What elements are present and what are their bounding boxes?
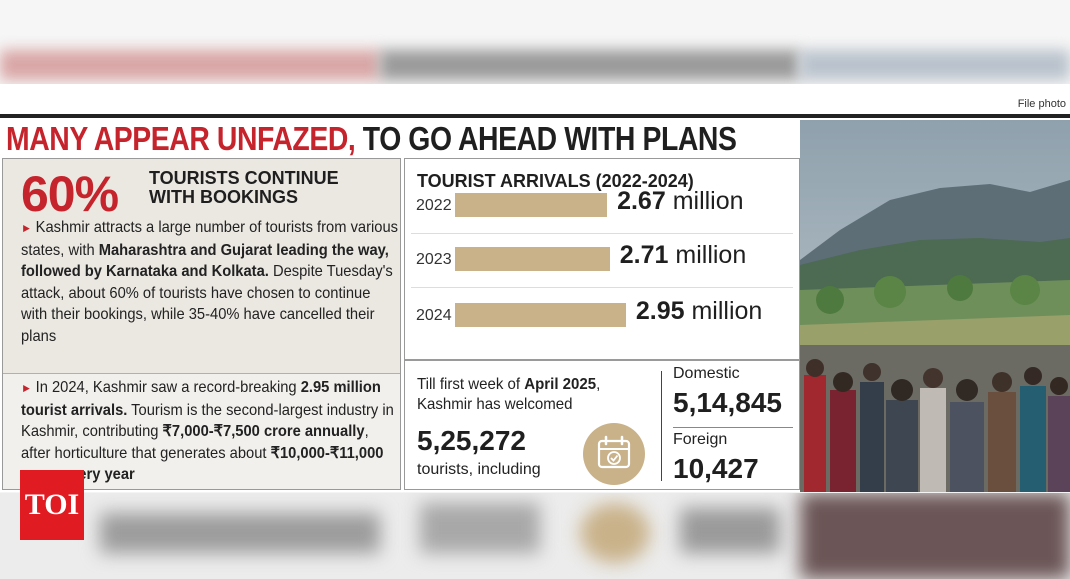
para2-text2: Tourism is the second-largest industry i… bbox=[21, 401, 394, 441]
blurred-block bbox=[420, 503, 540, 553]
para1-text1: Kashmir attracts a large number of touri… bbox=[21, 219, 399, 259]
top-rule bbox=[0, 114, 1070, 118]
bar-category-label: 2022 bbox=[416, 197, 452, 214]
till-text1: Till first week of bbox=[417, 376, 525, 393]
tourists-photo bbox=[800, 120, 1070, 492]
blurred-block bbox=[580, 503, 650, 563]
blurred-block bbox=[800, 50, 1070, 80]
para2-bold2: ₹7,000-₹7,500 crore annually bbox=[162, 423, 365, 440]
including-text: tourists, including bbox=[417, 461, 541, 478]
till-line2: Kashmir has welcomed bbox=[417, 396, 573, 413]
bar-category-label: 2023 bbox=[416, 251, 452, 268]
infographic-card: File photo MANY APPEAR UNFAZED, TO GO AH… bbox=[0, 84, 1070, 492]
percentage-label: TOURISTS CONTINUE WITH BOOKINGS bbox=[149, 169, 339, 207]
blurred-block bbox=[800, 493, 1070, 579]
para1-text2: Despite Tuesday's attack, about 60% of t… bbox=[21, 263, 393, 345]
bar-row: 2024 2.95 million bbox=[405, 293, 799, 345]
till-text2: , bbox=[596, 376, 601, 393]
headline-red: MANY APPEAR UNFAZED, bbox=[6, 120, 356, 157]
blurred-block bbox=[680, 508, 780, 553]
calendar-check-icon bbox=[597, 435, 631, 469]
blurred-header-strip bbox=[0, 0, 1070, 84]
percentage-label-line2: WITH BOOKINGS bbox=[149, 187, 298, 207]
row-separator bbox=[411, 233, 793, 234]
photo-credit: File photo bbox=[1017, 98, 1066, 110]
till-bold: April 2025 bbox=[524, 376, 597, 393]
percentage-label-line1: TOURISTS CONTINUE bbox=[149, 168, 339, 188]
blurred-block bbox=[380, 50, 800, 80]
big-percentage: 60% bbox=[21, 166, 119, 222]
total-tourists: 5,25,272 bbox=[417, 425, 526, 456]
right-panel: TOURIST ARRIVALS (2022-2024) 2022 2.67 mi… bbox=[404, 158, 800, 490]
para1-bold1: Maharashtra and Gujarat leading the way,… bbox=[21, 241, 389, 281]
left-top-section: 60% TOURISTS CONTINUE WITH BOOKINGS ► Kas… bbox=[3, 159, 400, 374]
arrow-icon: ► bbox=[21, 381, 32, 395]
blurred-footer-strip bbox=[0, 493, 1070, 579]
blurred-block bbox=[0, 50, 380, 80]
calendar-icon bbox=[583, 423, 645, 485]
paragraph-2: ► In 2024, Kashmir saw a record-breaking … bbox=[21, 377, 398, 486]
headline-dark: TO GO AHEAD WITH PLANS bbox=[355, 120, 737, 157]
paragraph-1: ► Kashmir attracts a large number of tour… bbox=[21, 217, 398, 347]
domestic-value: 5,14,845 bbox=[673, 387, 782, 418]
bar bbox=[455, 193, 608, 217]
bar bbox=[455, 303, 626, 327]
chart-title: TOURIST ARRIVALS (2022-2024) bbox=[417, 171, 694, 191]
stat-divider bbox=[673, 427, 793, 428]
bar-value-label: 2.67 million bbox=[617, 187, 744, 215]
bar-row: 2023 2.71 million bbox=[405, 237, 799, 289]
para2-text1: In 2024, Kashmir saw a record-breaking bbox=[35, 379, 301, 396]
domestic-label: Domestic bbox=[673, 365, 740, 382]
para2-text3: , after horticulture that generates abou… bbox=[21, 423, 369, 462]
bar-row: 2022 2.67 million bbox=[405, 183, 799, 235]
foreign-label: Foreign bbox=[673, 431, 728, 448]
bar-value-label: 2.95 million bbox=[635, 297, 763, 325]
para2-bold1: 2.95 million tourist arrivals. bbox=[21, 379, 381, 419]
arrow-icon: ► bbox=[21, 221, 32, 235]
tourists-photo-image bbox=[800, 120, 1070, 492]
row-separator bbox=[411, 287, 793, 288]
bar-value-label: 2.71 million bbox=[619, 241, 747, 269]
left-panel: 60% TOURISTS CONTINUE WITH BOOKINGS ► Kas… bbox=[2, 158, 401, 490]
foreign-value: 10,427 bbox=[673, 453, 759, 484]
bar-category-label: 2024 bbox=[416, 307, 452, 324]
bar bbox=[455, 247, 610, 271]
arrivals-summary: Till first week of April 2025, Kashmir h… bbox=[405, 359, 799, 491]
blurred-block bbox=[100, 513, 380, 553]
vertical-divider bbox=[661, 371, 662, 481]
toi-logo: TOI bbox=[20, 470, 84, 540]
till-text: Till first week of April 2025, Kashmir h… bbox=[417, 375, 600, 415]
headline: MANY APPEAR UNFAZED, TO GO AHEAD WITH PL… bbox=[6, 120, 737, 158]
